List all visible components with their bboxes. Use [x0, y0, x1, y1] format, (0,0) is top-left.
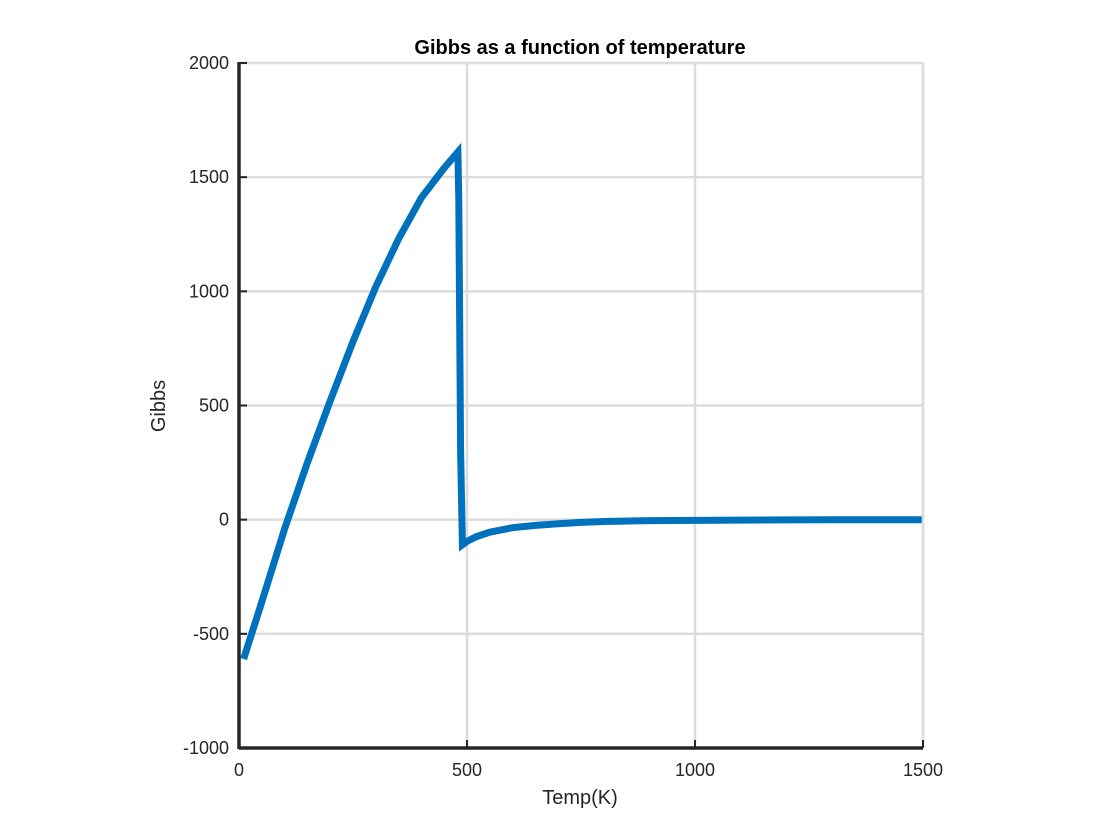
- y-tick-label: 500: [199, 396, 229, 416]
- y-tick-label: 1500: [189, 167, 229, 187]
- y-axis-label: Gibbs: [148, 380, 170, 432]
- y-tick-label: 2000: [189, 53, 229, 73]
- y-tick-label: 1000: [189, 281, 229, 301]
- plot-area: [240, 142, 923, 661]
- y-tick-label: 0: [219, 510, 229, 530]
- x-tick-label: 1500: [903, 760, 943, 780]
- data-line: [240, 142, 923, 661]
- chart-title: Gibbs as a function of temperature: [414, 37, 745, 59]
- x-tick-label: 1000: [675, 760, 715, 780]
- x-tick-label: 500: [452, 760, 482, 780]
- tick-labels: 0 500 1000 1500 -1000 -500 0 500 1000 1500 2000: [183, 53, 943, 780]
- axes: [237, 61, 925, 750]
- x-tick-label: 0: [234, 760, 244, 780]
- y-tick-label: -1000: [183, 738, 229, 758]
- x-axis-label: Temp(K): [542, 787, 618, 809]
- y-tick-label: -500: [193, 624, 229, 644]
